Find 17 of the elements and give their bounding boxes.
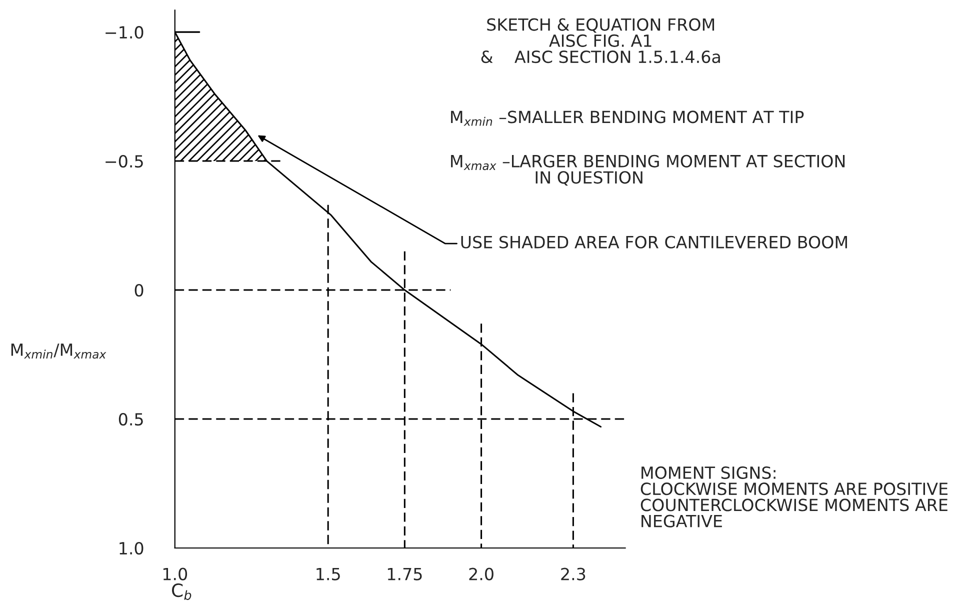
x-tick-label: 2.3: [561, 568, 586, 580]
x-tick-label: 2.0: [469, 568, 494, 580]
annotation: M$_{xmin}$ –SMALLER BENDING MOMENT AT TIP: [451, 110, 804, 126]
y-tick-label: 1.0: [120, 542, 144, 555]
annotation: M$_{xmax}$ –LARGER BENDING MOMENT AT SECTION IN QUESTION: [451, 154, 845, 186]
y-tick-label: 0.5: [118, 412, 143, 426]
x-tick-label: 1.5: [316, 568, 340, 580]
annotation: SKETCH & EQUATION FROM AISC FIG. A1 & AISC SECTION 1.5.1.4.6a: [481, 18, 720, 64]
x-tick-label: 1.75: [388, 568, 422, 580]
y-tick-label: 0: [134, 284, 144, 297]
y-tick-label: −1.0: [106, 26, 144, 39]
x-axis-title: C$_{b}$: [172, 583, 192, 600]
y-tick-label: −0.5: [106, 155, 143, 168]
text: MOMENT SIGNS: CLOCKWISE MOMENTS ARE POSITIVE COUNTERCLOCKWISE MOMENTS ARE NEGATIVE: [640, 466, 948, 528]
x-tick-label: 1.0: [163, 568, 188, 580]
y-axis-title: M$_{xmin}$/M$_{xmax}$: [11, 344, 106, 359]
annotation: USE SHADED AREA FOR CANTILEVERED BOOM: [461, 236, 847, 248]
